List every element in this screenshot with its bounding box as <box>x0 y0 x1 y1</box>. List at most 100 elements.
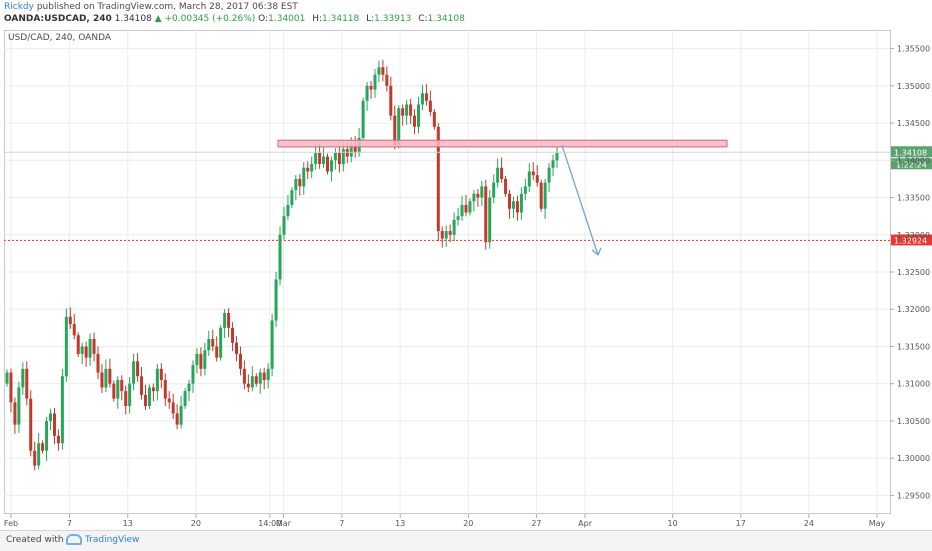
y-tick-label: 1.35000 <box>897 82 930 91</box>
symbol-name[interactable]: OANDA:USDCAD, 240 <box>4 14 112 24</box>
candle-body <box>266 368 270 380</box>
candle-body <box>535 175 539 183</box>
candle-body <box>96 353 100 373</box>
candle-body <box>258 372 262 384</box>
candle-body <box>278 234 282 280</box>
x-tick-label: 27 <box>531 519 541 528</box>
x-tick-label: Feb <box>4 519 18 528</box>
close-value: 1.34108 <box>427 14 465 24</box>
brand-text: TradingView <box>85 535 140 545</box>
candle-body <box>203 350 207 369</box>
x-tick-label: 24 <box>804 519 814 528</box>
candle-body <box>464 204 468 213</box>
last-price-badge <box>891 146 932 158</box>
candle-body <box>37 443 41 466</box>
candle-body <box>179 406 183 425</box>
candle-body <box>128 383 132 407</box>
candle-body <box>286 204 290 217</box>
candle-body <box>424 93 428 101</box>
candle-body <box>136 361 140 377</box>
candle-body <box>238 353 242 369</box>
candle-body <box>120 379 124 392</box>
candle-body <box>155 368 159 392</box>
publish-line: Rickdy published on TradingView.com, Mar… <box>4 2 298 12</box>
y-tick-label: 1.33500 <box>897 194 930 203</box>
candle-body <box>76 335 80 354</box>
candle-body <box>333 152 337 161</box>
y-tick-label: 1.30000 <box>897 454 930 463</box>
candle-body <box>9 372 13 403</box>
candle-body <box>163 379 167 399</box>
candle-body <box>484 186 488 243</box>
candle-body <box>413 115 417 127</box>
open-value: 1.34001 <box>268 14 306 24</box>
candle-body <box>33 450 37 466</box>
candle-body <box>385 74 389 86</box>
last-price-badge-text: 1.34108 <box>894 148 927 157</box>
candle-body <box>492 182 496 198</box>
projection-arrow <box>561 145 599 256</box>
candle-body <box>246 383 250 388</box>
candle-body <box>377 67 381 75</box>
candle-body <box>401 108 405 116</box>
candle-body <box>551 160 555 168</box>
x-tick-label: 17 <box>736 519 746 528</box>
y-tick-label: 1.29500 <box>897 491 930 500</box>
author-link[interactable]: Rickdy <box>4 2 34 12</box>
chart-overlays: 1.34108 1:22:24 1.32924 <box>4 139 932 256</box>
close-label: C: <box>418 14 428 24</box>
candle-body <box>480 186 484 198</box>
candle-body <box>199 353 203 369</box>
candle-body <box>420 93 424 105</box>
candle-body <box>468 201 472 213</box>
candle-body <box>318 152 322 165</box>
x-tick-label: 7 <box>339 519 344 528</box>
candle-body <box>306 167 310 172</box>
candle-body <box>41 443 45 451</box>
candle-body <box>440 231 444 239</box>
candle-body <box>405 104 409 116</box>
candle-body <box>456 216 460 220</box>
candle-body <box>104 368 108 388</box>
candle-body <box>116 379 120 399</box>
candle-body <box>314 152 318 165</box>
candle-body <box>64 316 68 377</box>
y-tick-label: 1.34000 <box>897 156 930 165</box>
chart-grid <box>4 30 890 514</box>
x-tick-label: Mar <box>276 519 292 528</box>
candle-body <box>274 279 278 321</box>
candle-body <box>531 171 535 176</box>
candle-body <box>436 126 440 232</box>
candle-body <box>17 387 21 425</box>
candle-body <box>167 398 171 403</box>
candle-body <box>298 178 302 187</box>
price-chart[interactable]: 1.34108 1:22:24 1.32924 1.35500 1.35000 1.34… <box>0 0 932 530</box>
candle-body <box>80 346 84 354</box>
y-tick-label: 1.32500 <box>897 268 930 277</box>
candle-body <box>124 391 128 407</box>
candle-body <box>132 361 136 384</box>
y-tick-label: 1.31000 <box>897 380 930 389</box>
ohlc-line: OANDA:USDCAD, 240 1.34108 ▲ +0.00345 (+0… <box>4 14 469 24</box>
candle-body <box>207 339 211 351</box>
candle-body <box>444 231 448 239</box>
y-tick-label: 1.30500 <box>897 417 930 426</box>
tradingview-link[interactable]: TradingView <box>66 534 139 545</box>
candle-body <box>13 402 17 425</box>
candle-body <box>393 115 397 146</box>
candle-body <box>88 339 92 358</box>
high-value: 1.34118 <box>322 14 360 24</box>
countdown-badge-text: 1:22:24 <box>896 160 927 169</box>
candle-body <box>108 368 112 384</box>
candle-body <box>191 365 195 384</box>
x-tick-label: 13 <box>123 519 133 528</box>
candle-body <box>242 368 246 384</box>
candle-body <box>21 368 25 388</box>
candle-body <box>504 178 508 194</box>
candle-body <box>270 320 274 369</box>
candle-body <box>508 193 512 209</box>
low-value: 1.33913 <box>374 14 412 24</box>
candle-body <box>25 368 29 399</box>
x-tick-label: 7 <box>67 519 72 528</box>
